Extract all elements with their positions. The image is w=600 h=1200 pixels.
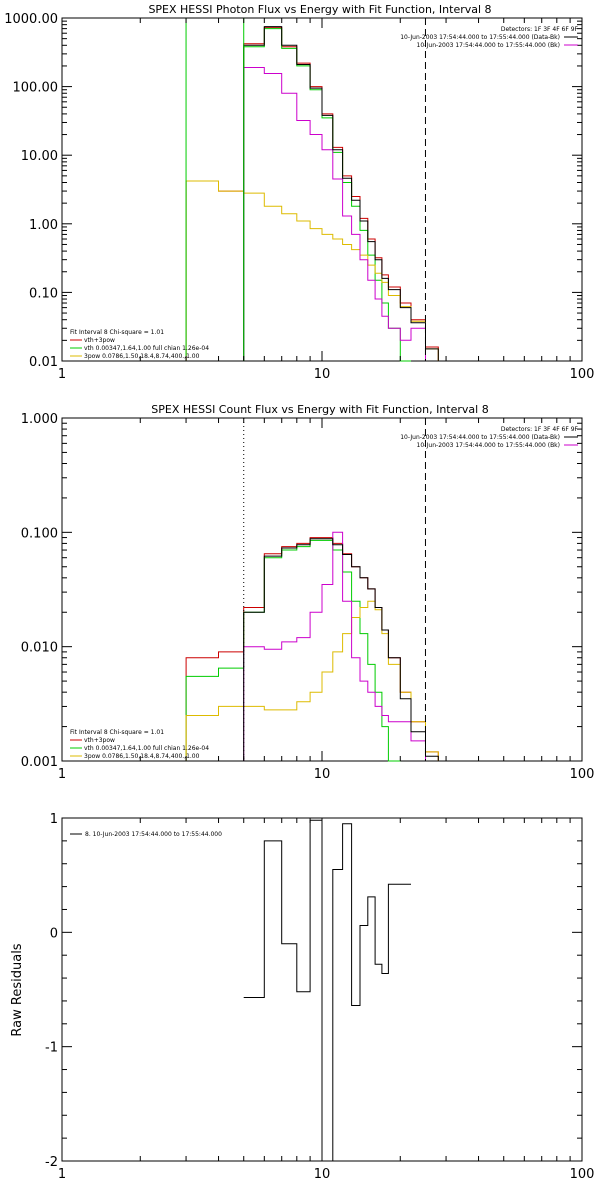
- y-tick-label: 0.10: [29, 286, 58, 301]
- x-tick-label: 10: [314, 367, 331, 382]
- x-tick-label: 1: [58, 767, 66, 782]
- count-legend-chi: Fit Interval 8 Chi-square = 1.01: [70, 729, 164, 736]
- photon-legend-bottom: Fit Interval 8 Chi-square = 1.01 vth+3po…: [70, 329, 209, 360]
- residuals-series-layer: [243, 819, 411, 1162]
- y-tick-label: 1.00: [29, 218, 58, 233]
- photon-legend-top: Detectors: 1F 3F 4F 6F 9F 10-Jun-2003 17…: [400, 26, 578, 49]
- y-tick-label: 10.00: [21, 149, 58, 164]
- photon-legend-data-bk: 10-Jun-2003 17:54:44.000 to 17:55:44.000…: [400, 34, 560, 41]
- residuals-ticks-layer: 1 10 100 -2 -1 0 1: [45, 812, 594, 1182]
- residuals-legend: 8. 10-Jun-2003 17:54:44.000 to 17:55:44.…: [70, 831, 222, 838]
- count-flux-panel: SPEX HESSI Count Flux vs Energy with Fit…: [21, 403, 595, 782]
- series-total-4-seg-0: [243, 538, 439, 761]
- count-series-layer: [185, 531, 439, 762]
- x-tick-label: 100: [570, 367, 595, 382]
- x-tick-label: 100: [570, 1167, 595, 1182]
- series-total-4-seg-0: [243, 26, 439, 361]
- photon-legend-sum: vth+3pow: [84, 337, 115, 344]
- y-tick-label: 1.000: [21, 412, 58, 427]
- photon-legend-pow: 3pow 0.0786,1.50,18.4,8.74,400.,1.00: [84, 353, 200, 360]
- photon-chart-title: SPEX HESSI Photon Flux vs Energy with Fi…: [148, 3, 491, 16]
- photon-legend-bk: 10-Jun-2003 17:54:44.000 to 17:55:44.000…: [417, 42, 560, 49]
- count-chart-title: SPEX HESSI Count Flux vs Energy with Fit…: [151, 403, 488, 416]
- photon-series-layer: [185, 26, 439, 362]
- series-vth-1-seg-0: [185, 539, 401, 762]
- y-tick-label: 0.100: [21, 526, 58, 541]
- residuals-ylabel: Raw Residuals: [10, 943, 25, 1036]
- residuals-panel: Raw Residuals 1 10 100 -2 -1 0 1 8. 10-Jun-200…: [10, 812, 594, 1182]
- y-tick-label: -1: [45, 1041, 58, 1056]
- photon-ticks-layer: 1 10 100 0.01 0.10 1.00 10.00 100.00 1000.00: [4, 12, 594, 382]
- series-bk-3-seg-0: [243, 67, 426, 361]
- y-tick-label: 1000.00: [4, 12, 58, 27]
- photon-legend-chi: Fit Interval 8 Chi-square = 1.01: [70, 329, 164, 336]
- count-legend-bk: 10-Jun-2003 17:54:44.000 to 17:55:44.000…: [417, 442, 560, 449]
- count-vlines-layer: [243, 418, 426, 761]
- photon-vlines-layer: [185, 18, 426, 361]
- x-tick-label: 1: [58, 1167, 66, 1182]
- residuals-legend-text: 8. 10-Jun-2003 17:54:44.000 to 17:55:44.…: [85, 831, 222, 838]
- series-total-0-seg-0: [243, 819, 411, 1162]
- count-legend-data-bk: 10-Jun-2003 17:54:44.000 to 17:55:44.000…: [400, 434, 560, 441]
- count-legend-pow: 3pow 0.0786,1.50,18.4,8.74,400.,1.00: [84, 753, 200, 760]
- y-tick-label: 0.01: [29, 355, 58, 370]
- y-tick-label: 1: [50, 812, 58, 827]
- count-legend-sum: vth+3pow: [84, 737, 115, 744]
- x-tick-label: 100: [570, 767, 595, 782]
- photon-legend-vth: vth 0.00347,1.64,1.00 full chian 1.26e-0…: [84, 345, 209, 352]
- x-tick-label: 10: [314, 767, 331, 782]
- count-legend-detectors: Detectors: 1F 3F 4F 6F 9F: [501, 426, 579, 433]
- series-vth-1-seg-0: [243, 28, 411, 362]
- count-ticks-layer: 1 10 100 0.001 0.010 0.100 1.000: [21, 412, 595, 782]
- series-vth-3pow-0-seg-0: [185, 537, 439, 761]
- y-tick-label: 0.010: [21, 641, 58, 656]
- photon-legend-detectors: Detectors: 1F 3F 4F 6F 9F: [501, 26, 579, 33]
- photon-plot-frame: [61, 17, 583, 362]
- series-bk-3-seg-0: [243, 531, 426, 761]
- y-tick-label: 0: [50, 926, 58, 941]
- count-legend-top: Detectors: 1F 3F 4F 6F 9F 10-Jun-2003 17…: [400, 426, 578, 449]
- count-legend-bottom: Fit Interval 8 Chi-square = 1.01 vth+3po…: [70, 729, 209, 760]
- x-tick-label: 10: [314, 1167, 331, 1182]
- series-vth-3pow-0-seg-0: [185, 26, 439, 361]
- x-tick-label: 1: [58, 367, 66, 382]
- y-tick-label: 100.00: [13, 81, 59, 96]
- count-legend-vth: vth 0.00347,1.64,1.00 full chian 1.26e-0…: [84, 745, 209, 752]
- y-tick-label: 0.001: [21, 755, 58, 770]
- y-tick-label: -2: [45, 1155, 58, 1170]
- photon-flux-panel: SPEX HESSI Photon Flux vs Energy with Fi…: [4, 3, 594, 382]
